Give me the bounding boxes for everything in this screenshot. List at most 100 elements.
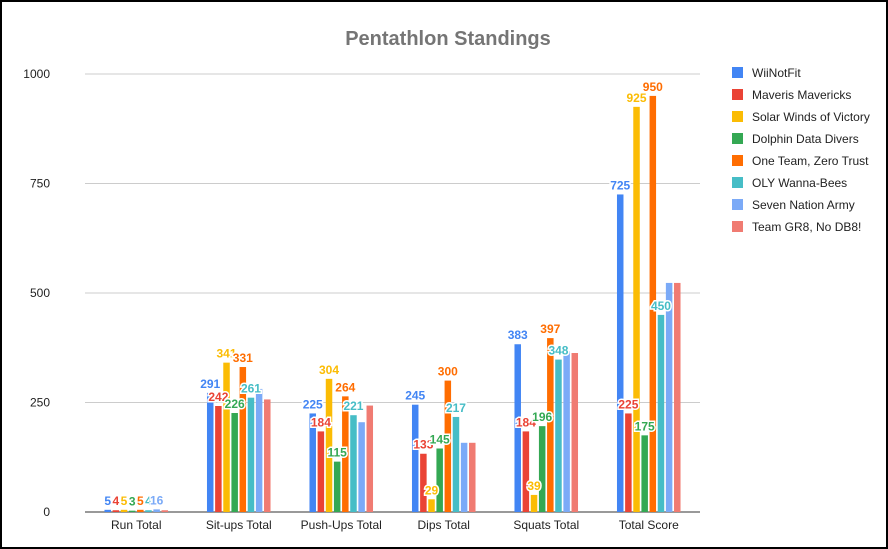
legend-label: Solar Winds of Victory <box>752 110 870 124</box>
legend-swatch <box>732 89 743 100</box>
x-tick-label: Sit-ups Total <box>206 518 272 532</box>
x-tick-label: Push-Ups Total <box>301 518 382 532</box>
bar <box>522 431 530 512</box>
bar <box>571 353 579 512</box>
data-label: 4 <box>145 494 152 508</box>
data-label: 245 <box>405 389 425 403</box>
bar <box>469 442 476 512</box>
data-label: 261 <box>241 382 261 396</box>
bar <box>342 396 349 512</box>
bar <box>616 194 624 512</box>
data-labels: 5 4 5 3 5 41629124234122633126122518430411526… <box>103 78 673 510</box>
bar <box>641 435 648 512</box>
data-label: 383 <box>508 328 528 342</box>
bar <box>215 406 222 512</box>
legend-label: WiiNotFit <box>752 66 801 80</box>
bar <box>674 282 681 512</box>
bar <box>120 509 128 512</box>
bar <box>530 494 538 512</box>
y-tick-label: 500 <box>30 286 50 300</box>
bar <box>128 510 136 512</box>
bar <box>247 397 255 512</box>
data-label: 450 <box>651 299 671 313</box>
x-tick-label: Run Total <box>111 518 161 532</box>
bar <box>366 405 374 512</box>
legend-swatch <box>732 133 743 144</box>
bar <box>444 380 452 512</box>
data-label: 5 <box>104 494 111 508</box>
legend-label: One Team, Zero Trust <box>752 154 869 168</box>
legend-swatch <box>732 177 743 188</box>
data-label: 226 <box>225 397 245 411</box>
bar <box>358 422 365 512</box>
x-tick-label: Total Score <box>619 518 679 532</box>
chart-title: Pentathlon Standings <box>345 28 551 50</box>
y-tick-label: 1000 <box>23 67 50 81</box>
data-label: 29 <box>425 483 439 497</box>
data-label: 300 <box>438 365 458 379</box>
data-label: 341 <box>217 347 237 361</box>
data-label: 145 <box>430 432 450 446</box>
data-label: 725 <box>610 178 630 192</box>
bar <box>206 392 214 512</box>
legend-swatch <box>732 155 743 166</box>
bar <box>555 359 562 512</box>
data-label: 225 <box>303 397 323 411</box>
bar <box>436 448 443 512</box>
data-label: 184 <box>311 415 331 429</box>
bar <box>137 509 144 512</box>
data-label: 115 <box>327 446 347 460</box>
bar <box>255 388 263 512</box>
data-label: 291 <box>200 377 220 391</box>
bar <box>264 399 271 512</box>
bar <box>625 413 632 512</box>
bar <box>153 509 160 512</box>
bar <box>112 510 120 512</box>
bar <box>333 461 341 512</box>
bar <box>104 509 111 512</box>
y-tick-label: 0 <box>43 505 50 519</box>
bar <box>665 282 673 512</box>
data-label: 5 <box>121 494 128 508</box>
data-label: 304 <box>319 363 339 377</box>
x-axis-tick-labels: Run Total Sit-ups Total Push-Ups Total Dips… <box>111 518 679 532</box>
legend-label: Seven Nation Army <box>752 198 855 212</box>
y-tick-label: 250 <box>30 396 50 410</box>
data-label: 4 <box>113 494 120 508</box>
bar <box>428 499 435 512</box>
bar <box>538 426 546 512</box>
bar <box>460 442 468 512</box>
data-label: 225 <box>618 397 638 411</box>
legend: WiiNotFit Maveris Mavericks Solar Winds of… <box>732 66 870 234</box>
legend-label: OLY Wanna-Bees <box>752 176 847 190</box>
legend-swatch <box>732 221 743 232</box>
legend-swatch <box>732 199 743 210</box>
data-label: 184 <box>516 415 536 429</box>
data-label: 39 <box>527 479 541 493</box>
bar <box>223 362 230 512</box>
data-label: 16 <box>150 493 164 507</box>
legend-swatch <box>732 67 743 78</box>
data-label: 221 <box>343 399 363 413</box>
bar <box>547 338 554 512</box>
bar-series <box>104 95 681 513</box>
bar <box>657 314 665 512</box>
bar <box>411 404 419 512</box>
bar <box>452 416 460 512</box>
legend-label: Maveris Mavericks <box>752 88 851 102</box>
x-tick-label: Dips Total <box>418 518 470 532</box>
bar <box>633 106 640 512</box>
bar <box>514 344 521 512</box>
x-tick-label: Squats Total <box>513 518 579 532</box>
legend-label: Team GR8, No DB8! <box>752 220 861 234</box>
gridlines <box>85 73 700 513</box>
data-label: 242 <box>208 390 228 404</box>
bar <box>350 415 357 512</box>
data-label: 348 <box>548 344 568 358</box>
data-label: 331 <box>233 351 253 365</box>
data-label: 196 <box>532 410 552 424</box>
data-label: 175 <box>635 419 655 433</box>
data-label: 217 <box>446 401 466 415</box>
data-label: 133 <box>413 438 433 452</box>
